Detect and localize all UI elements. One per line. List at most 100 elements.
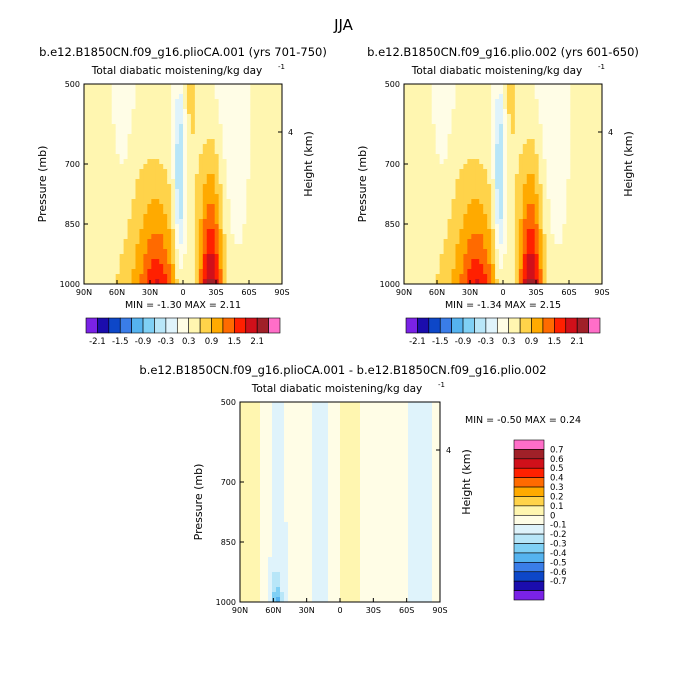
- heat-cell: [590, 209, 595, 215]
- heat-cell: [530, 99, 536, 105]
- heat-cell: [119, 254, 124, 260]
- heat-cell: [135, 149, 140, 155]
- heat-cell: [586, 229, 591, 235]
- heat-cell: [558, 179, 563, 185]
- heat-cell: [404, 249, 409, 255]
- heat-cell: [407, 209, 413, 215]
- heat-cell: [550, 134, 555, 140]
- heat-cell: [278, 234, 283, 240]
- heat-cell: [320, 422, 325, 428]
- heat-cell: [135, 114, 140, 120]
- heat-cell: [234, 234, 239, 240]
- heat-cell: [262, 164, 267, 170]
- heat-cell: [250, 244, 255, 250]
- heat-cell: [284, 502, 289, 508]
- heat-cell: [147, 234, 152, 240]
- heat-cell: [538, 104, 543, 110]
- heat-cell: [84, 104, 89, 110]
- heat-cell: [518, 179, 524, 185]
- heat-cell: [534, 239, 540, 245]
- heat-cell: [487, 264, 492, 270]
- heat-cell: [210, 199, 216, 205]
- heat-cell: [550, 244, 555, 250]
- heat-cell: [256, 562, 261, 568]
- heat-cell: [206, 134, 212, 140]
- heat-cell: [119, 119, 124, 125]
- heat-cell: [562, 269, 567, 275]
- heat-cell: [459, 239, 464, 245]
- heat-cell: [546, 204, 551, 210]
- subtitle-exponent: -1: [278, 63, 285, 71]
- heat-cell: [123, 224, 128, 230]
- heat-cell: [447, 149, 452, 155]
- heat-cell: [206, 224, 212, 230]
- colorbar-swatch: [428, 317, 441, 334]
- heat-cell: [248, 482, 253, 488]
- heat-cell: [590, 134, 595, 140]
- heat-cell: [111, 204, 117, 210]
- heat-cell: [598, 124, 603, 130]
- heat-cell: [276, 537, 281, 543]
- heat-cell: [443, 174, 448, 180]
- heat-cell: [324, 567, 329, 573]
- heat-cell: [91, 274, 97, 280]
- heat-cell: [411, 104, 417, 110]
- heat-cell: [419, 159, 425, 165]
- heat-cell: [427, 144, 433, 150]
- heat-cell: [258, 229, 263, 235]
- heat-cell: [84, 254, 89, 260]
- heat-cell: [491, 189, 496, 195]
- heat-cell: [296, 437, 301, 443]
- heat-cell: [186, 119, 192, 125]
- heat-cell: [296, 457, 301, 463]
- heat-cell: [167, 189, 172, 195]
- heat-cell: [276, 572, 281, 578]
- heat-cell: [320, 592, 325, 598]
- heat-cell: [538, 189, 543, 195]
- heat-cell: [483, 159, 488, 165]
- heat-cell: [202, 104, 208, 110]
- heat-cell: [123, 84, 128, 90]
- heat-cell: [84, 174, 89, 180]
- heat-cell: [431, 164, 437, 170]
- heat-cell: [278, 259, 283, 265]
- heat-cell: [115, 174, 121, 180]
- heat-cell: [439, 179, 444, 185]
- heat-cell: [566, 149, 571, 155]
- heat-cell: [566, 104, 571, 110]
- heat-cell: [439, 174, 444, 180]
- heat-cell: [270, 94, 275, 100]
- heat-cell: [214, 114, 220, 120]
- heat-cell: [222, 264, 227, 270]
- heat-cell: [115, 99, 121, 105]
- heat-cell: [320, 482, 325, 488]
- heat-cell: [127, 99, 132, 105]
- heat-cell: [499, 234, 504, 240]
- heat-cell: [300, 592, 305, 598]
- heat-cell: [586, 169, 591, 175]
- heat-cell: [546, 114, 551, 120]
- heat-cell: [503, 189, 508, 195]
- heat-cell: [278, 169, 283, 175]
- heat-cell: [210, 234, 216, 240]
- heat-cell: [435, 199, 441, 205]
- heat-cell: [518, 134, 524, 140]
- heat-cell: [167, 254, 172, 260]
- heat-cell: [404, 169, 409, 175]
- heat-cell: [143, 129, 148, 135]
- heat-cell: [284, 532, 289, 538]
- heat-cell: [590, 239, 595, 245]
- heat-cell: [574, 179, 579, 185]
- heat-cell: [276, 582, 281, 588]
- heat-cell: [558, 164, 563, 170]
- heat-cell: [284, 492, 289, 498]
- heat-cell: [254, 189, 259, 195]
- heat-cell: [503, 94, 508, 100]
- heat-cell: [419, 84, 425, 90]
- heat-cell: [506, 129, 512, 135]
- heat-cell: [404, 194, 409, 200]
- heat-cell: [262, 274, 267, 280]
- heat-cell: [479, 104, 484, 110]
- heat-cell: [292, 552, 297, 558]
- heat-cell: [264, 442, 269, 448]
